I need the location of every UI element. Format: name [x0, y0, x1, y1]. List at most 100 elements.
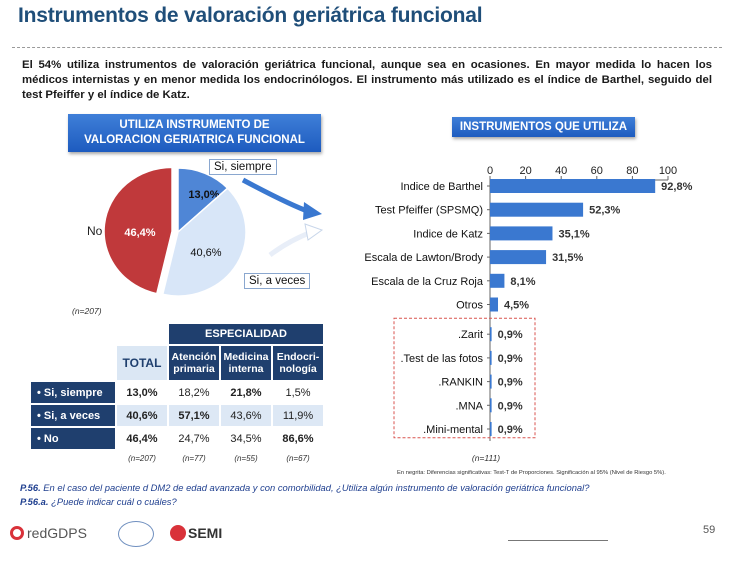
table-n-row: (n=207) (n=77) (n=55) (n=67) — [31, 451, 323, 465]
redgdps-logo-mark — [10, 526, 24, 540]
table-cell: 86,6% — [273, 428, 323, 449]
pie-banner-line1: UTILIZA INSTRUMENTO DE — [119, 119, 270, 131]
pie-banner-line2: VALORACION GERIATRICA FUNCIONAL — [84, 134, 305, 146]
bar — [490, 179, 656, 193]
footnote-text: ¿Puede indicar cuál o cuáles? — [48, 496, 177, 507]
pie-chart-title-banner: UTILIZA INSTRUMENTO DE VALORACION GERIAT… — [68, 114, 321, 152]
col-header-line: interna — [228, 363, 264, 375]
value-label: 92,8% — [661, 181, 692, 193]
x-tick-label: 20 — [519, 165, 531, 177]
table-row: • No 46,4% 24,7% 34,5% 86,6% — [31, 428, 323, 449]
value-label: 0,9% — [498, 377, 523, 389]
col-header-line: Atención — [171, 351, 217, 363]
category-label: .Test de las fotos — [400, 353, 483, 365]
bar-n-label: (n=111) — [472, 453, 500, 463]
col-endocrinologia: Endocri- nología — [273, 346, 323, 380]
row-label-si-siempre: • Si, siempre — [31, 382, 115, 403]
n-atencion: (n=77) — [182, 453, 206, 463]
col-medicina-interna: Medicina interna — [221, 346, 271, 380]
col-header-line: primaria — [173, 363, 215, 375]
footer-line — [508, 540, 608, 541]
col-header-line: Medicina — [223, 351, 269, 363]
semi-logo: SEMI — [170, 525, 222, 541]
bar — [490, 327, 492, 342]
bar — [490, 350, 492, 365]
table-cell: 21,8% — [221, 382, 271, 403]
value-label: 52,3% — [589, 205, 620, 217]
category-label: .Zarit — [458, 329, 483, 341]
table-cell: 11,9% — [273, 405, 323, 426]
intro-paragraph: El 54% utiliza instrumentos de valoració… — [22, 59, 712, 101]
category-label: Indice de Barthel — [400, 181, 483, 193]
value-label: 0,9% — [498, 353, 523, 365]
callout-arrow-1-head — [303, 202, 322, 220]
footnote-p56a: P.56.a. ¿Puede indicar cuál o cuáles? — [20, 496, 177, 507]
specialty-table: ESPECIALIDAD TOTAL Atención primaria Med… — [29, 322, 325, 467]
footnote-code: P.56.a. — [20, 496, 49, 507]
footnote-code: P.56. — [20, 482, 41, 493]
pie-slice-label: 13,0% — [188, 189, 219, 201]
title-divider — [12, 47, 722, 48]
pie-slice-3 — [103, 166, 173, 295]
pie-label-no: No — [87, 224, 103, 238]
n-endocrino: (n=67) — [286, 453, 310, 463]
value-label: 0,9% — [498, 400, 523, 412]
n-medicina: (n=55) — [234, 453, 258, 463]
value-label: 31,5% — [552, 252, 583, 264]
col-atencion-primaria: Atención primaria — [169, 346, 219, 380]
significance-note: En negrita: Diferencias significativas: … — [397, 470, 666, 476]
category-label: Test Pfeiffer (SPSMQ) — [375, 205, 483, 217]
value-label: 35,1% — [558, 228, 589, 240]
semi-logo-mark — [170, 525, 186, 541]
pie-n-label: (n=207) — [72, 306, 102, 316]
value-label: 8,1% — [510, 276, 535, 288]
bar — [490, 273, 505, 288]
specialty-group-header: ESPECIALIDAD — [169, 324, 323, 344]
pie-slice-1 — [177, 167, 229, 234]
row-label-si-a-veces: • Si, a veces — [31, 405, 115, 426]
table-cell: 34,5% — [221, 428, 271, 449]
x-tick-label: 0 — [487, 165, 493, 177]
pie-slice-label: 46,4% — [124, 227, 155, 239]
table-cell: 13,0% — [117, 382, 167, 403]
bar — [490, 398, 492, 413]
category-label: Escala de Lawton/Brody — [364, 252, 483, 264]
category-label: Escala de la Cruz Roja — [371, 276, 484, 288]
bar — [490, 226, 553, 241]
value-label: 0,9% — [498, 329, 523, 341]
col-header-line: nología — [279, 363, 317, 375]
table-cell: 40,6% — [117, 405, 167, 426]
otros-breakdown-box — [393, 317, 536, 439]
page-title: Instrumentos de valoración geriátrica fu… — [18, 4, 483, 27]
page-number: 59 — [703, 524, 716, 536]
seed-logo — [118, 521, 154, 552]
row-label-no: • No — [31, 428, 115, 449]
table-cell: 24,7% — [169, 428, 219, 449]
table-cell: 1,5% — [273, 382, 323, 403]
table-cell: 46,4% — [117, 428, 167, 449]
x-tick-label: 100 — [659, 165, 677, 177]
category-label: Otros — [456, 300, 483, 312]
redgdps-logo-text: redGDPS — [27, 525, 87, 541]
x-tick-label: 40 — [555, 165, 567, 177]
callout-si-a-veces: Si, a veces — [244, 273, 311, 289]
table-cell: 57,1% — [169, 405, 219, 426]
bar — [490, 297, 499, 312]
pie-slice-label: 40,6% — [190, 247, 221, 259]
value-label: 0,9% — [498, 424, 523, 436]
callout-arrow-2-head — [304, 223, 324, 241]
semi-logo-text: SEMI — [188, 525, 223, 541]
bar — [490, 202, 584, 217]
n-total: (n=207) — [128, 453, 156, 463]
category-label: Indice de Katz — [413, 228, 483, 240]
category-label: .Mini-mental — [423, 424, 483, 436]
bar — [490, 422, 492, 436]
bar-chart-title-banner: INSTRUMENTOS QUE UTILIZA — [452, 117, 635, 137]
category-label: .RANKIN — [438, 377, 483, 389]
col-header-line: Endocri- — [276, 351, 320, 363]
category-label: .MNA — [456, 400, 484, 412]
x-tick-label: 60 — [591, 165, 603, 177]
value-label: 4,5% — [504, 300, 529, 312]
